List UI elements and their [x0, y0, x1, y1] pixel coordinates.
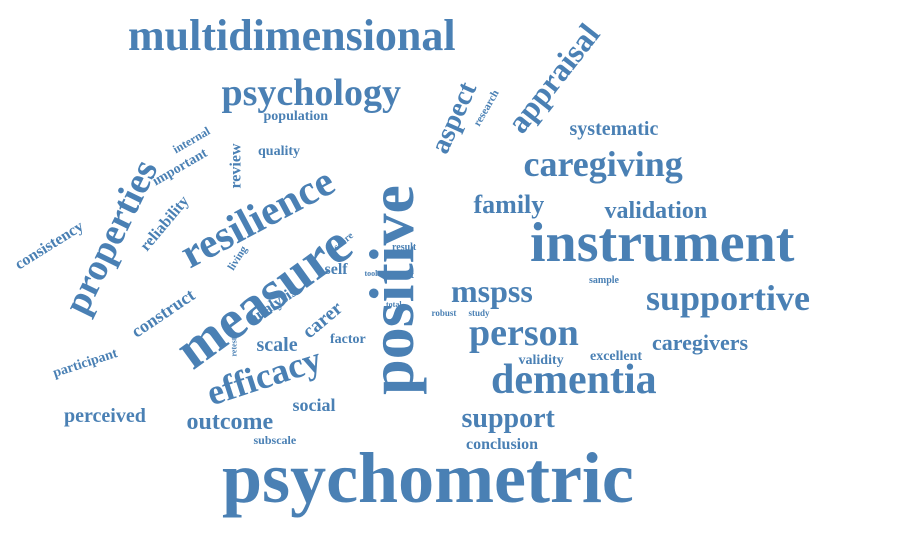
cloud-word-systematic: systematic [570, 119, 659, 139]
cloud-word-retest: retest [230, 338, 238, 357]
cloud-word-factor: factor [330, 333, 366, 347]
cloud-word-perceived: perceived [64, 406, 146, 426]
cloud-word-excellent: excellent [590, 350, 642, 364]
cloud-word-conclusion: conclusion [466, 437, 538, 453]
cloud-word-psychology: psychology [222, 74, 401, 112]
cloud-word-total: total [386, 301, 402, 309]
cloud-word-family: family [474, 192, 545, 218]
cloud-word-result: result [392, 243, 416, 253]
cloud-word-caregiving: caregiving [524, 146, 683, 182]
cloud-word-multidimensional: multidimensional [128, 14, 456, 58]
cloud-word-robust: robust [432, 309, 457, 318]
cloud-word-test: test [398, 270, 415, 281]
cloud-word-subscale: subscale [254, 434, 297, 446]
cloud-word-outcome: outcome [187, 410, 274, 434]
cloud-word-caregivers: caregivers [652, 332, 748, 354]
cloud-word-tool: tool [365, 270, 378, 278]
cloud-word-study: study [469, 309, 490, 318]
cloud-word-social: social [293, 396, 336, 414]
cloud-word-validity: validity [519, 354, 564, 368]
cloud-word-supportive: supportive [646, 280, 810, 316]
cloud-word-dementia: dementia [491, 359, 657, 401]
cloud-word-psychometric: psychometric [222, 442, 634, 514]
cloud-word-person: person [469, 314, 579, 352]
cloud-word-quality: quality [258, 145, 300, 159]
cloud-word-positive: positive [360, 185, 424, 395]
cloud-word-population: population [264, 110, 329, 124]
cloud-word-self: self [325, 262, 348, 278]
cloud-word-review: review [228, 143, 244, 188]
cloud-word-support: support [462, 405, 555, 433]
cloud-word-participant: participant [51, 347, 119, 381]
cloud-word-scale: scale [257, 335, 298, 355]
cloud-word-mspss: mspss [451, 275, 533, 307]
cloud-word-validation: validation [605, 199, 708, 223]
cloud-word-sample: sample [589, 276, 619, 286]
